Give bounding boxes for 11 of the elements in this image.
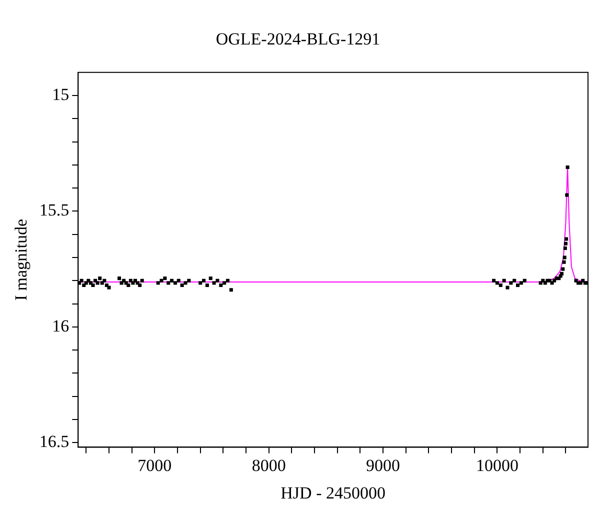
- chart-title: OGLE-2024-BLG-1291: [216, 30, 380, 49]
- y-axis-title: I magnitude: [12, 218, 31, 301]
- x-tick-label: 10000: [476, 456, 518, 475]
- x-axis-title: HJD - 2450000: [280, 483, 386, 502]
- y-tick-label: 15.5: [39, 200, 70, 220]
- x-tick-label: 9000: [366, 456, 400, 475]
- y-tick-label: 15: [52, 85, 70, 104]
- x-tick-label: 8000: [252, 456, 286, 475]
- y-tick-label: 16.5: [39, 432, 70, 452]
- x-tick-label: 7000: [138, 456, 172, 475]
- y-tick-label: 16: [52, 316, 70, 336]
